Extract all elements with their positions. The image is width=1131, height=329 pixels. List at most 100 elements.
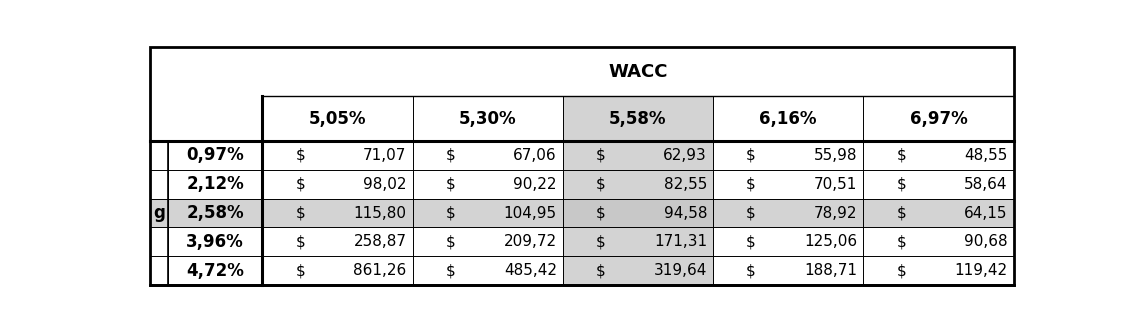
Bar	[563, 256, 713, 285]
Bar	[167, 227, 262, 256]
Text: $: $	[446, 206, 456, 220]
Bar	[413, 256, 563, 285]
Text: $: $	[446, 177, 456, 191]
Text: 209,72: 209,72	[503, 234, 556, 249]
Bar	[713, 96, 863, 141]
Bar	[863, 227, 1013, 256]
Bar	[150, 199, 167, 227]
Bar	[167, 170, 262, 199]
Text: 55,98: 55,98	[814, 148, 857, 163]
Text: $: $	[295, 263, 305, 278]
Text: $: $	[897, 263, 906, 278]
Bar	[563, 227, 713, 256]
Bar	[413, 256, 563, 285]
Bar	[262, 227, 413, 256]
Text: 115,80: 115,80	[354, 206, 406, 220]
Text: 90,22: 90,22	[513, 177, 556, 191]
Bar	[413, 141, 563, 170]
Text: 98,02: 98,02	[363, 177, 406, 191]
Text: $: $	[897, 206, 906, 220]
Bar	[413, 199, 563, 227]
Bar	[713, 199, 863, 227]
Bar	[713, 227, 863, 256]
Text: $: $	[596, 263, 605, 278]
Text: 6,97%: 6,97%	[909, 110, 967, 128]
Bar	[167, 227, 262, 256]
Text: 58,64: 58,64	[964, 177, 1008, 191]
Bar	[713, 256, 863, 285]
Bar	[150, 141, 167, 170]
Bar	[863, 199, 1013, 227]
Text: $: $	[596, 206, 605, 220]
Text: $: $	[746, 263, 756, 278]
Text: $: $	[295, 206, 305, 220]
Bar	[262, 199, 413, 227]
Bar	[413, 96, 563, 141]
Text: 0,97%: 0,97%	[187, 146, 244, 164]
Bar	[563, 96, 713, 141]
Bar	[563, 170, 713, 199]
Text: 64,15: 64,15	[964, 206, 1008, 220]
Bar	[413, 141, 563, 170]
Bar	[262, 141, 413, 170]
Bar	[150, 170, 167, 199]
Bar	[413, 96, 563, 141]
Text: 94,58: 94,58	[664, 206, 707, 220]
Text: 78,92: 78,92	[814, 206, 857, 220]
Bar	[713, 199, 863, 227]
Bar	[713, 96, 863, 141]
Bar	[262, 170, 413, 199]
Text: 171,31: 171,31	[654, 234, 707, 249]
Text: $: $	[897, 177, 906, 191]
Bar	[150, 199, 167, 227]
Bar	[713, 227, 863, 256]
Text: 104,95: 104,95	[503, 206, 556, 220]
Text: 48,55: 48,55	[964, 148, 1008, 163]
Bar	[413, 227, 563, 256]
Bar	[863, 170, 1013, 199]
Text: $: $	[446, 234, 456, 249]
Bar	[563, 170, 713, 199]
Text: 485,42: 485,42	[503, 263, 556, 278]
Text: 188,71: 188,71	[804, 263, 857, 278]
Bar	[262, 96, 413, 141]
Bar	[262, 199, 413, 227]
Text: $: $	[596, 234, 605, 249]
Bar	[563, 256, 713, 285]
Text: 71,07: 71,07	[363, 148, 406, 163]
Text: g: g	[153, 204, 165, 222]
Text: 70,51: 70,51	[814, 177, 857, 191]
Bar	[167, 256, 262, 285]
Text: 6,16%: 6,16%	[759, 110, 817, 128]
Bar	[262, 96, 413, 141]
Text: 258,87: 258,87	[354, 234, 406, 249]
Text: 2,12%: 2,12%	[187, 175, 244, 193]
Text: $: $	[596, 177, 605, 191]
Text: 5,30%: 5,30%	[459, 110, 517, 128]
Bar	[413, 170, 563, 199]
Text: 5,58%: 5,58%	[610, 110, 666, 128]
Text: $: $	[746, 177, 756, 191]
Text: 67,06: 67,06	[513, 148, 556, 163]
Text: 5,05%: 5,05%	[309, 110, 366, 128]
Bar	[563, 199, 713, 227]
Bar	[167, 199, 262, 227]
Text: 4,72%: 4,72%	[187, 262, 244, 280]
Bar	[563, 141, 713, 170]
Bar	[262, 47, 1013, 96]
Bar	[713, 170, 863, 199]
Text: $: $	[446, 148, 456, 163]
Bar	[167, 141, 262, 170]
Bar	[863, 170, 1013, 199]
Bar	[150, 256, 167, 285]
Bar	[413, 227, 563, 256]
Text: $: $	[295, 148, 305, 163]
Bar	[167, 170, 262, 199]
Text: 861,26: 861,26	[353, 263, 406, 278]
Bar	[863, 256, 1013, 285]
Text: $: $	[446, 263, 456, 278]
Bar	[167, 141, 262, 170]
Bar	[167, 199, 262, 227]
Text: 90,68: 90,68	[964, 234, 1008, 249]
Text: 119,42: 119,42	[955, 263, 1008, 278]
